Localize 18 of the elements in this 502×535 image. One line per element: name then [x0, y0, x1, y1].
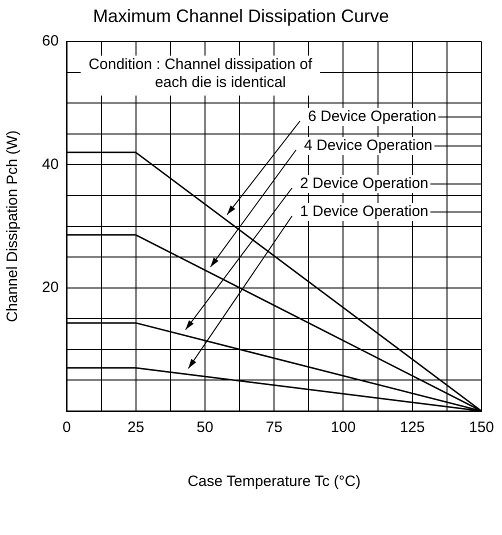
y-tick-label: 60 — [42, 32, 59, 50]
x-tick-label: 150 — [468, 419, 494, 436]
y-tick-label: 20 — [42, 279, 59, 296]
legend-label: 1 Device Operation — [300, 203, 428, 220]
x-axis-title: Case Temperature Tc (°C) — [188, 473, 361, 490]
x-tick-label: 0 — [62, 419, 71, 436]
y-tick-label: 40 — [42, 156, 59, 173]
x-tick-label: 50 — [196, 419, 214, 436]
x-tick-label: 125 — [400, 419, 425, 436]
legend-label: 6 Device Operation — [308, 108, 436, 126]
y-axis-title: Channel Dissipation Pch (W) — [4, 130, 22, 322]
x-tick-label: 100 — [330, 419, 356, 436]
annotation: Condition : Channel dissipation of each die is identical — [88, 56, 313, 92]
legend-label: 4 Device Operation — [304, 137, 432, 154]
x-tick-label: 25 — [127, 419, 144, 436]
chart-title: Maximum Channel Dissipation Curve — [92, 6, 390, 26]
legend-label: 2 Device Operation — [300, 175, 428, 192]
x-tick-label: 75 — [266, 419, 282, 436]
